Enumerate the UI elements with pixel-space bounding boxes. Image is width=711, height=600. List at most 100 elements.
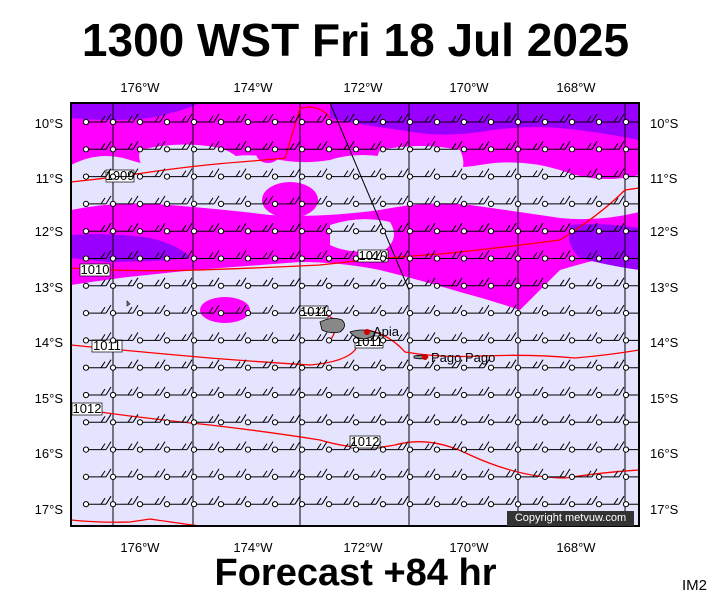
wind-station xyxy=(244,337,252,344)
wind-station xyxy=(271,255,279,262)
wind-barb-feather xyxy=(564,386,571,396)
wind-barb-feather xyxy=(424,279,430,287)
wind-barb-feather xyxy=(235,470,241,478)
wind-barb-feather xyxy=(641,498,645,504)
wind-barb-feather xyxy=(186,195,193,205)
wind-barb-feather xyxy=(505,443,511,450)
wind-station xyxy=(514,419,522,426)
wind-barb-feather xyxy=(370,197,376,205)
wind-barb-feather xyxy=(559,388,565,396)
wind-barb-feather xyxy=(181,224,187,232)
lon-labels-bottom: 176°W 174°W 172°W 170°W 168°W xyxy=(120,540,596,555)
wind-station xyxy=(244,446,252,453)
wind-station xyxy=(433,118,441,126)
wind-barb-feather xyxy=(240,277,247,287)
wind-barb-feather xyxy=(424,443,430,450)
product-code: IM2 xyxy=(681,577,707,594)
wind-station xyxy=(271,337,279,344)
wind-barb-feather xyxy=(289,115,295,123)
wind-barb-feather xyxy=(100,470,106,478)
wind-barb-feather xyxy=(262,224,268,232)
wind-barb-feather xyxy=(262,361,268,368)
wind-barb-feather xyxy=(451,388,457,396)
wind-station xyxy=(109,391,117,399)
wind-barb-feather xyxy=(321,468,328,478)
wind-barb-feather xyxy=(294,359,301,368)
wind-barb-feather xyxy=(478,388,484,396)
wind-barb-feather xyxy=(559,470,565,478)
wind-station xyxy=(271,473,279,480)
wind-barb-feather xyxy=(127,388,133,396)
wind-barb-feather xyxy=(618,113,625,123)
wind-barb-feather xyxy=(343,115,349,123)
wind-barb-feather xyxy=(289,416,295,423)
wind-barb-feather xyxy=(532,497,538,505)
wind-station xyxy=(433,391,441,399)
wind-station xyxy=(541,200,549,207)
wind-barb-feather xyxy=(402,113,409,123)
wind-station xyxy=(136,310,144,317)
wind-barb-feather xyxy=(132,195,139,205)
wind-barb-feather xyxy=(105,441,112,450)
wind-barb-feather xyxy=(510,250,517,259)
wind-station xyxy=(82,173,90,180)
wind-barb-feather xyxy=(240,304,247,314)
wind-barb-feather xyxy=(343,279,349,287)
wind-station xyxy=(325,419,333,426)
wind-barb-feather xyxy=(559,197,565,205)
wind-station xyxy=(217,391,225,399)
wind-barb-feather xyxy=(240,195,247,205)
wind-station xyxy=(136,364,144,371)
wind-station xyxy=(217,282,225,289)
wind-station xyxy=(406,228,414,235)
wind-station xyxy=(136,473,144,480)
wind-barb-feather xyxy=(105,359,112,368)
wind-station xyxy=(460,255,468,262)
wind-station xyxy=(163,228,171,235)
wind-barb-feather xyxy=(559,361,565,368)
wind-barb-feather xyxy=(370,470,376,478)
wind-barb-feather xyxy=(208,416,214,423)
wind-barb-feather xyxy=(564,277,571,287)
wind-barb-feather xyxy=(375,277,382,287)
savaii-island xyxy=(319,318,345,334)
wind-barb-feather xyxy=(402,304,409,314)
wind-barb-feather xyxy=(510,441,517,450)
wind-barb-feather xyxy=(348,168,355,177)
wind-station xyxy=(487,282,495,289)
wind-station xyxy=(595,200,603,207)
wind-barb-feather xyxy=(537,168,544,177)
wind-barb-feather xyxy=(348,250,355,259)
wind-barb-feather xyxy=(321,414,328,423)
wind-barb-feather xyxy=(132,250,139,259)
wind-barb-feather xyxy=(154,497,160,505)
wind-barb-feather xyxy=(397,115,403,123)
wind-barb-feather xyxy=(456,113,463,123)
wind-barb-feather xyxy=(154,334,160,341)
lon-label: 172°W xyxy=(343,540,383,555)
wind-barb-feather xyxy=(132,332,139,341)
wind-barb-feather xyxy=(456,495,463,505)
lat-label: 12°S xyxy=(650,224,679,239)
apia-marker xyxy=(364,329,370,335)
wind-barb-feather xyxy=(213,250,220,259)
wind-barb-feather xyxy=(505,470,511,478)
wind-barb-feather xyxy=(321,495,328,505)
wind-barb-feather xyxy=(132,304,139,314)
wind-barb-feather xyxy=(289,143,295,150)
wind-station xyxy=(325,255,333,262)
wind-station xyxy=(298,255,306,262)
wind-barb-feather xyxy=(154,143,160,150)
wind-barb-feather xyxy=(559,170,565,177)
wind-station xyxy=(460,364,468,371)
wind-barb-feather xyxy=(375,414,382,423)
wind-station xyxy=(406,146,414,153)
wind-station xyxy=(109,473,117,480)
wind-barb-feather xyxy=(429,468,436,478)
wind-barb-feather xyxy=(424,361,430,368)
wind-barb-feather xyxy=(127,115,133,123)
wind-station xyxy=(433,173,441,180)
wind-station xyxy=(460,118,468,126)
wind-barb-feather xyxy=(159,441,166,450)
wind-barb-feather xyxy=(181,443,187,450)
